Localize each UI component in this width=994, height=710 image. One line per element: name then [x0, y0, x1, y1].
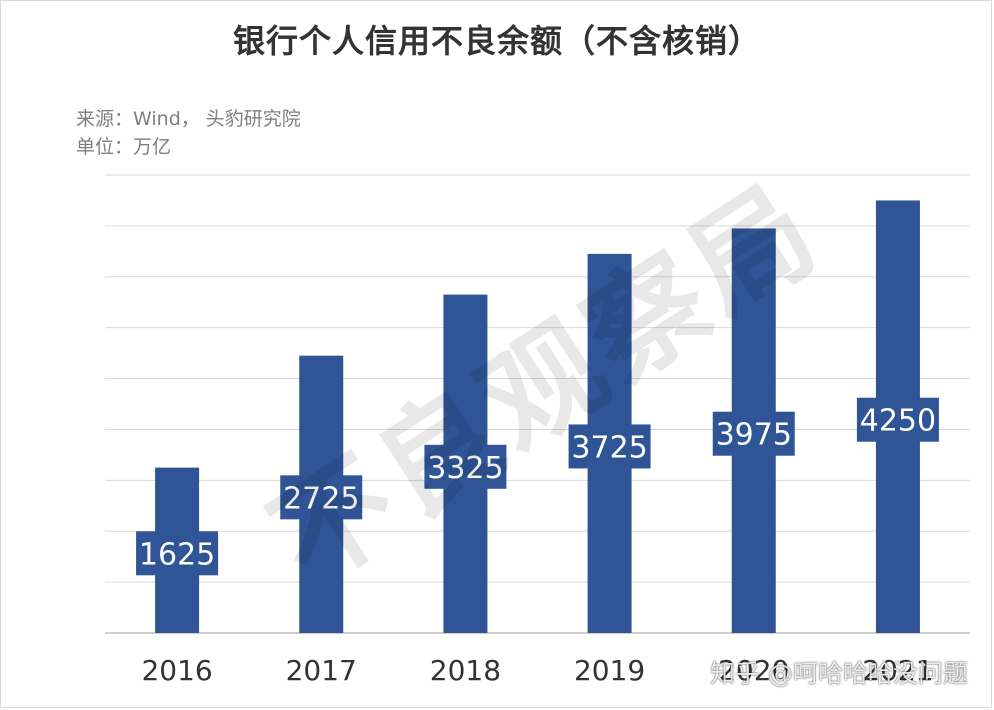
data-label: 1625: [139, 537, 215, 572]
zhihu-credit-watermark: 知乎 @呵哈哈哈没问题: [710, 659, 968, 688]
data-label: 3725: [571, 430, 647, 465]
x-tick-label: 2021: [862, 654, 933, 687]
x-tick-label: 2020: [718, 654, 789, 687]
data-label: 4250: [860, 404, 936, 439]
x-tick-label: 2018: [430, 654, 501, 687]
data-label: 2725: [283, 481, 359, 516]
chart-title: 银行个人信用不良余额（不含核销）: [232, 22, 761, 60]
data-label-box: [136, 531, 219, 576]
data-label-box: [280, 475, 363, 520]
data-label-box: [424, 444, 507, 489]
data-label: 3975: [716, 418, 792, 453]
x-tick-label: 2016: [141, 654, 212, 687]
chart-source-note: 来源：Wind， 头豹研究院: [76, 108, 301, 130]
chart-unit-note: 单位：万亿: [76, 136, 172, 158]
x-tick-label: 2019: [574, 654, 645, 687]
data-label-box: [712, 411, 795, 456]
x-tick-label: 2017: [286, 654, 357, 687]
data-label-box: [856, 397, 939, 442]
data-label-box: [568, 424, 651, 469]
data-label: 3325: [427, 451, 503, 486]
